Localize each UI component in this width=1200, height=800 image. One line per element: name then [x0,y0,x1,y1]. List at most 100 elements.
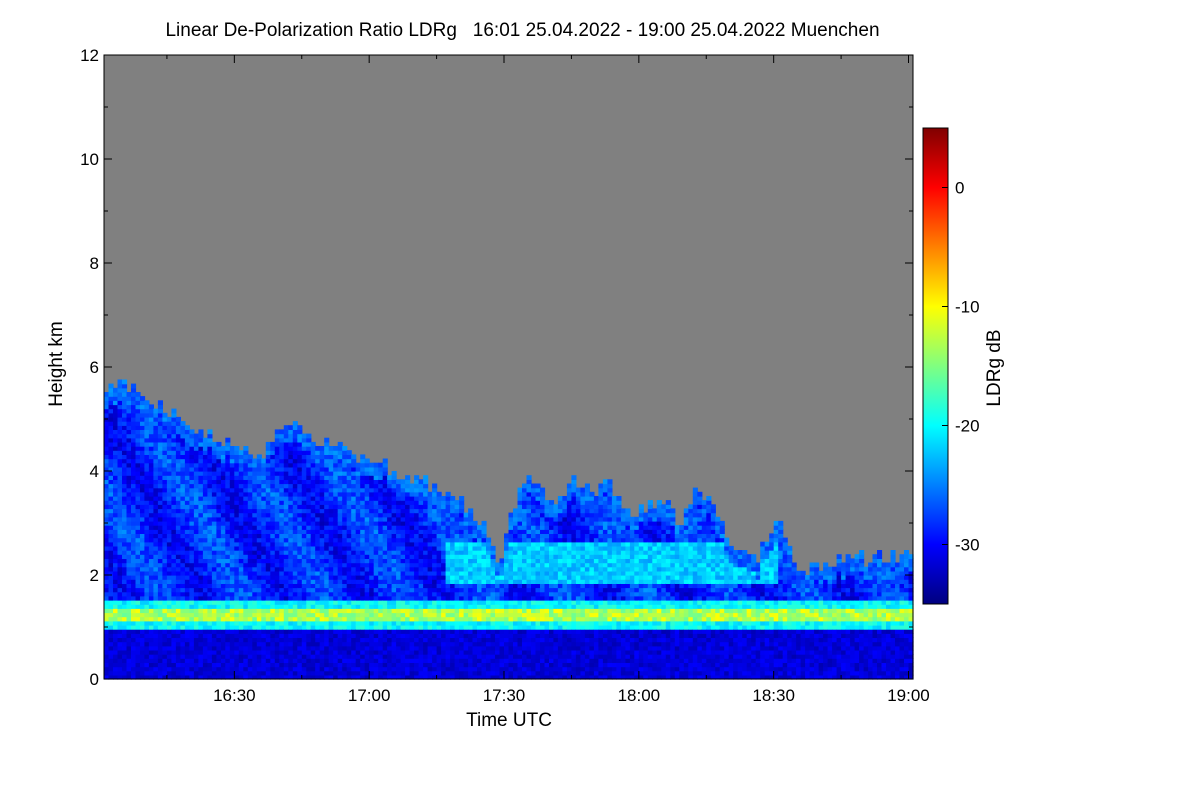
heatmap-column [328,446,334,680]
heatmap-column [140,396,146,680]
heatmap-column [126,392,132,680]
y-tick-label: 4 [90,462,99,481]
heatmap-column [809,562,815,680]
heatmap-column [652,508,658,680]
colorbar-tick-label: -30 [955,536,980,555]
heatmap-column [508,512,514,680]
heatmap-column [778,520,784,680]
heatmap-column [131,383,137,680]
heatmap-column [611,496,617,680]
heatmap-column [369,462,375,680]
colorbar-label: LDRg dB [984,329,1005,406]
heatmap-column [355,462,361,680]
heatmap-column [850,558,856,680]
heatmap-column [544,500,550,680]
heatmap-column [769,533,775,680]
heatmap-column [297,425,303,680]
heatmap-column [589,491,595,680]
heatmap-column [877,550,883,680]
heatmap-column [580,487,586,680]
heatmap-column [427,491,433,680]
heatmap-column [832,566,838,680]
heatmap-column [468,508,474,680]
heatmap-column [557,496,563,680]
x-tick-label: 18:30 [752,686,795,705]
heatmap-column [454,500,460,680]
y-tick-label: 12 [80,46,99,65]
heatmap-column [396,479,402,680]
heatmap-column [292,421,298,680]
heatmap-column [715,516,721,680]
heatmap-column [391,471,397,680]
heatmap-column [337,441,343,680]
heatmap-column [706,496,712,680]
colorbar-tick-label: 0 [955,179,964,198]
heatmap-column [283,425,289,680]
heatmap-column [148,404,154,680]
heatmap-column [859,550,865,680]
heatmap-column [310,441,316,680]
heatmap-column [113,387,119,680]
heatmap-column [701,500,707,680]
heatmap-column [180,421,186,680]
heatmap-column [549,500,555,680]
heatmap-column [827,566,833,680]
heatmap-column [405,475,411,680]
x-tick-label: 19:00 [887,686,930,705]
heatmap-column [661,504,667,680]
heatmap-column [540,487,546,680]
heatmap-column [324,437,330,680]
x-tick-label: 18:00 [618,686,661,705]
heatmap-column [670,508,676,680]
heatmap-column [220,446,226,680]
heatmap-column [225,437,231,680]
plot-area [104,55,914,680]
heatmap-column [899,554,905,680]
heatmap-column [166,416,172,680]
colorbar-gradient [922,127,949,605]
heatmap-column [171,408,177,680]
heatmap-column [620,508,626,680]
heatmap-column [697,491,703,680]
heatmap-column [414,475,420,680]
heatmap-column [153,408,159,680]
heatmap-column [791,562,797,680]
heatmap-column [436,491,442,680]
heatmap-column [157,400,163,680]
heatmap-column [638,504,644,680]
heatmap-column [728,545,734,680]
heatmap-column [787,545,793,680]
heatmap-column [342,446,348,680]
heatmap-column [755,562,761,680]
heatmap-column [845,554,851,680]
heatmap-column [513,508,519,680]
heatmap-column [351,454,357,680]
heatmap-column [868,562,874,680]
heatmap-column [760,541,766,680]
heatmap-column [256,454,262,680]
heatmap-column [364,458,370,680]
heatmap-column [270,441,276,680]
heatmap-column [481,520,487,680]
heatmap-column [207,429,213,680]
heatmap-column [674,525,680,680]
heatmap-column [854,554,860,680]
x-tick-label: 16:30 [213,686,256,705]
heatmap-column [162,412,168,680]
heatmap-column [733,550,739,680]
heatmap-column [616,496,622,680]
heatmap-column [746,554,752,680]
heatmap-column [665,500,671,680]
axes: 0 2 4 6 8 10 12 16:30 17:00 17:30 18:00 18:30 19:00 [80,46,930,705]
heatmap-column [333,446,339,680]
heatmap-column [634,516,640,680]
heatmap-column [584,483,590,680]
chart-title: Linear De-Polarization Ratio LDRg 16:01 … [165,20,880,41]
heatmap-column [198,429,204,680]
heatmap-column [562,496,568,680]
heatmap-column [135,392,141,680]
heatmap-column [463,512,469,680]
heatmap-column [504,533,510,680]
heatmap-column [238,450,244,680]
